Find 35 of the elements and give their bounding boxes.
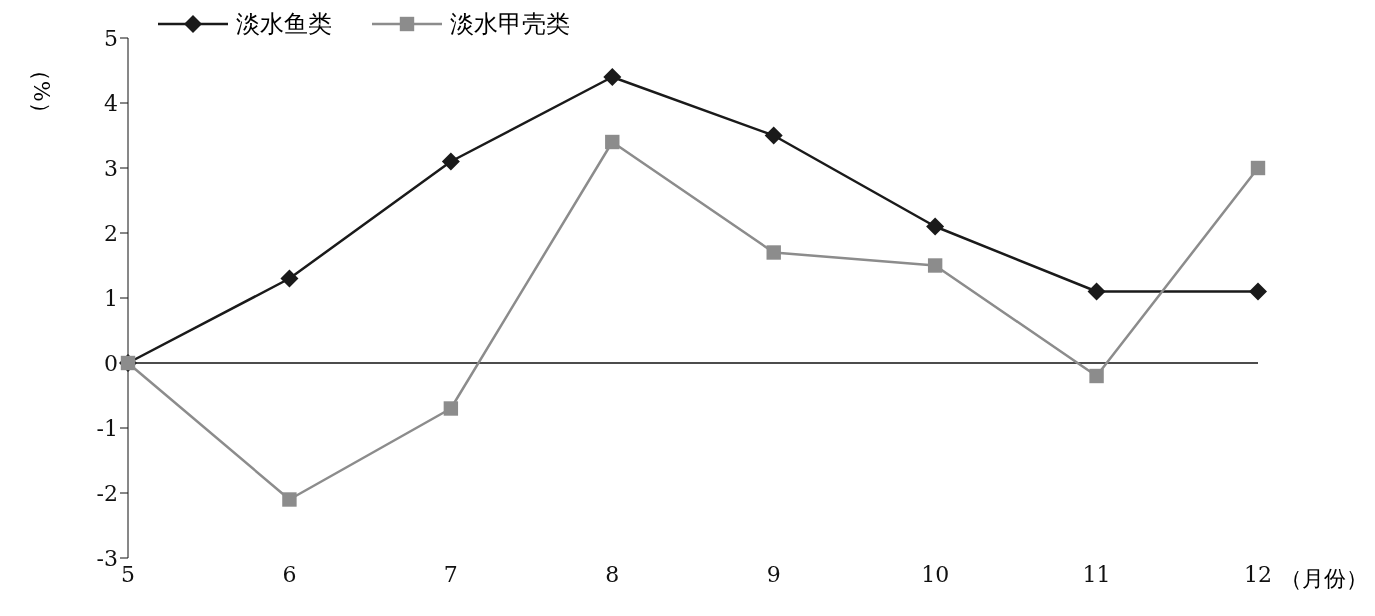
point bbox=[605, 134, 620, 150]
x-axis-title: （月份） bbox=[1280, 565, 1368, 593]
point bbox=[766, 245, 781, 260]
y-tick-label: -2 bbox=[96, 480, 118, 506]
y-tick-label: -1 bbox=[96, 415, 118, 441]
x-tick-label: 6 bbox=[282, 561, 297, 587]
point bbox=[1089, 368, 1104, 384]
y-tick-label: 1 bbox=[104, 285, 118, 311]
point bbox=[1249, 282, 1267, 301]
y-tick-label: 2 bbox=[104, 220, 118, 246]
point bbox=[603, 68, 622, 86]
point bbox=[441, 152, 460, 171]
x-tick-label: 9 bbox=[766, 561, 781, 587]
x-tick-label: 12 bbox=[1244, 561, 1272, 587]
x-tick-label: 7 bbox=[443, 561, 458, 587]
x-tick-label: 8 bbox=[605, 561, 620, 587]
y-axis-title: （%） bbox=[27, 58, 54, 124]
y-tick-label: 0 bbox=[104, 350, 118, 376]
point bbox=[280, 269, 299, 288]
y-tick-label: 4 bbox=[104, 90, 118, 116]
x-tick-label: 10 bbox=[921, 561, 950, 587]
point bbox=[443, 401, 459, 416]
legend-label: 淡水甲壳类 bbox=[450, 9, 570, 40]
point bbox=[1087, 282, 1106, 301]
y-tick-label: -3 bbox=[96, 545, 118, 571]
x-tick-label: 11 bbox=[1082, 561, 1111, 587]
point bbox=[927, 258, 943, 273]
point bbox=[764, 126, 783, 145]
y-tick-label: 3 bbox=[104, 155, 118, 181]
legend-label: 淡水鱼类 bbox=[236, 9, 332, 40]
point bbox=[1250, 160, 1266, 176]
y-tick-label: 5 bbox=[104, 25, 118, 51]
point bbox=[282, 492, 297, 507]
x-tick-label: 5 bbox=[121, 561, 135, 587]
point bbox=[926, 217, 945, 236]
